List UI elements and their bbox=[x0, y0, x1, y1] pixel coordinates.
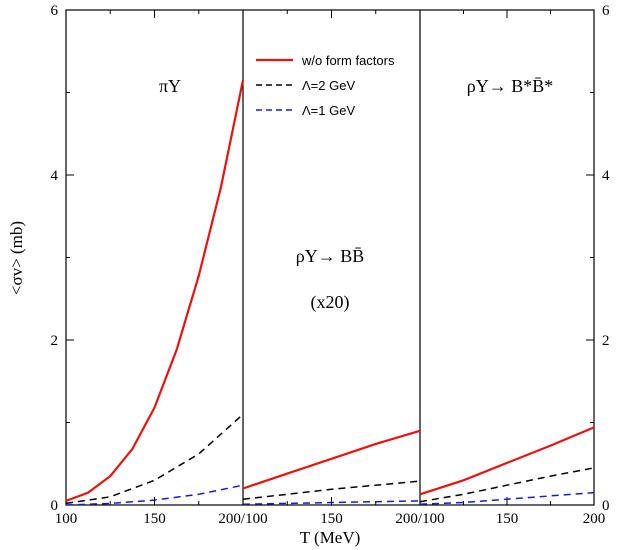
panel-label-3: ρY→ B*B̄* bbox=[467, 76, 554, 96]
series-line-panel2-1 bbox=[242, 480, 421, 500]
x-tick-label: 200/100 bbox=[218, 511, 267, 527]
y-tick-label-right: 4 bbox=[602, 168, 610, 184]
y-tick-label-right: 6 bbox=[602, 3, 610, 19]
legend-label-2: Λ=1 GeV bbox=[302, 103, 355, 118]
series-line-panel3-0 bbox=[419, 426, 595, 496]
series-line-panel2-0 bbox=[242, 429, 421, 490]
series-line-panel1-2 bbox=[65, 484, 244, 506]
series-line-panel2-2 bbox=[242, 500, 421, 505]
series-line-panel1-1 bbox=[65, 413, 244, 505]
panel-labels: πY ρY→ BB̄ (x20) ρY→ B*B̄* bbox=[159, 76, 553, 313]
panel-annotation: (x20) bbox=[311, 292, 350, 313]
series-line-panel3-2 bbox=[419, 491, 595, 505]
legend: w/o form factors Λ=2 GeV Λ=1 GeV bbox=[256, 53, 395, 118]
y-tick-label-left: 2 bbox=[51, 333, 59, 349]
y-tick-label-right: 2 bbox=[602, 333, 610, 349]
legend-label-1: Λ=2 GeV bbox=[302, 78, 355, 93]
x-tick-label: 150 bbox=[143, 511, 166, 527]
x-tick-label: 200/100 bbox=[395, 511, 444, 527]
series-lines bbox=[65, 79, 595, 506]
x-tick-label: 150 bbox=[496, 511, 519, 527]
series-line-panel1-0 bbox=[65, 79, 245, 502]
panel-label-2: ρY→ BB̄ bbox=[296, 246, 365, 266]
y-tick-label-left: 0 bbox=[51, 498, 59, 514]
x-tick-label: 200 bbox=[583, 511, 606, 527]
x-tick-label: 100 bbox=[55, 511, 78, 527]
legend-label-0: w/o form factors bbox=[301, 53, 395, 68]
x-axis-title: T (MeV) bbox=[300, 528, 361, 547]
y-tick-label-left: 4 bbox=[51, 168, 59, 184]
x-tick-label: 150 bbox=[320, 511, 343, 527]
y-axis-title: <σv> (mb) bbox=[7, 221, 26, 295]
axis-ticks: 0 0 2 2 4 4 6 6 100 150 200/100 150 200/100 150 200 bbox=[51, 3, 611, 527]
series-line-panel3-1 bbox=[419, 467, 595, 503]
y-tick-label-left: 6 bbox=[51, 3, 59, 19]
panel-label-1: πY bbox=[159, 76, 181, 96]
y-tick-label-right: 0 bbox=[602, 498, 610, 514]
